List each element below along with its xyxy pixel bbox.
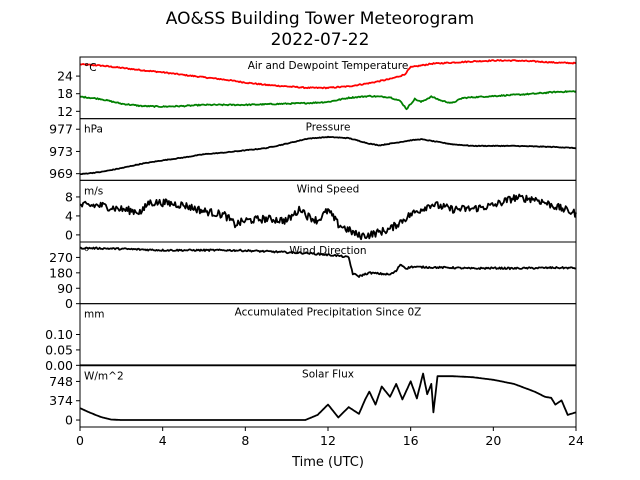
y-tick-label: 0.10	[45, 327, 73, 342]
y-tick-label: 180	[49, 265, 73, 280]
panel-2: 0 4 8 m/s Wind Speed	[65, 179, 577, 243]
y-tick-label: 374	[49, 393, 73, 408]
x-axis: 0 4 8 12 16 20 24	[76, 427, 584, 448]
y-tick-label: 8	[65, 189, 73, 204]
y-tick-label: 977	[49, 122, 73, 137]
series-line-0	[79, 193, 577, 241]
x-tick-label: 4	[159, 433, 167, 448]
x-tick-label: 12	[320, 433, 336, 448]
panel-title: Solar Flux	[302, 368, 354, 380]
y-tick-label: 0.05	[45, 342, 73, 357]
y-tick-label: 748	[49, 374, 73, 389]
y-tick-label: 0	[65, 413, 73, 428]
y-tick-label: 969	[49, 166, 73, 181]
series-line-0	[79, 59, 577, 90]
series-line-1	[79, 90, 577, 111]
panel-unit: W/m^2	[84, 370, 124, 382]
panel-unit: m/s	[84, 185, 103, 197]
panel-title: Wind Speed	[297, 183, 360, 195]
chart-title: AO&SS Building Tower Meteorogram	[166, 9, 474, 29]
y-tick-label: 18	[57, 86, 73, 101]
x-tick-label: 20	[485, 433, 501, 448]
y-tick-label: 12	[57, 104, 73, 119]
y-tick-label: 90	[57, 281, 73, 296]
panel-title: Wind Direction	[289, 245, 366, 257]
x-tick-label: 16	[403, 433, 419, 448]
panel-4: 0.000.050.10 mm Accumulated Precipitation …	[45, 303, 577, 373]
panel-unit: °	[84, 247, 89, 259]
chart-subtitle: 2022-07-22	[271, 30, 370, 50]
panel-unit: °C	[84, 62, 97, 74]
y-tick-label: 0.00	[45, 358, 73, 373]
y-tick-label: 0	[65, 227, 73, 242]
panel-1: 969 973 977 hPa Pressure	[49, 118, 577, 181]
x-tick-label: 0	[76, 433, 84, 448]
series-line-0	[80, 135, 577, 176]
series-line-0	[79, 246, 576, 278]
panel-unit: mm	[84, 309, 104, 321]
x-tick-label: 24	[568, 433, 584, 448]
panel-0: 12 18 24 °C Air and Dewpoint Temperature	[57, 56, 577, 120]
panel-title: Accumulated Precipitation Since 0Z	[235, 307, 422, 319]
y-tick-label: 270	[49, 250, 73, 265]
y-tick-label: 24	[57, 69, 73, 84]
y-tick-label: 4	[65, 208, 73, 223]
y-tick-label: 0	[65, 296, 73, 311]
panel-title: Air and Dewpoint Temperature	[248, 60, 409, 72]
x-tick-label: 8	[241, 433, 249, 448]
panel-5: 0 374 748 W/m^2 Solar Flux	[49, 364, 577, 428]
panel-unit: hPa	[84, 124, 103, 136]
y-tick-label: 973	[49, 144, 73, 159]
panel-title: Pressure	[306, 122, 351, 134]
x-axis-label: Time (UTC)	[291, 455, 364, 470]
series-line-0	[79, 372, 577, 421]
